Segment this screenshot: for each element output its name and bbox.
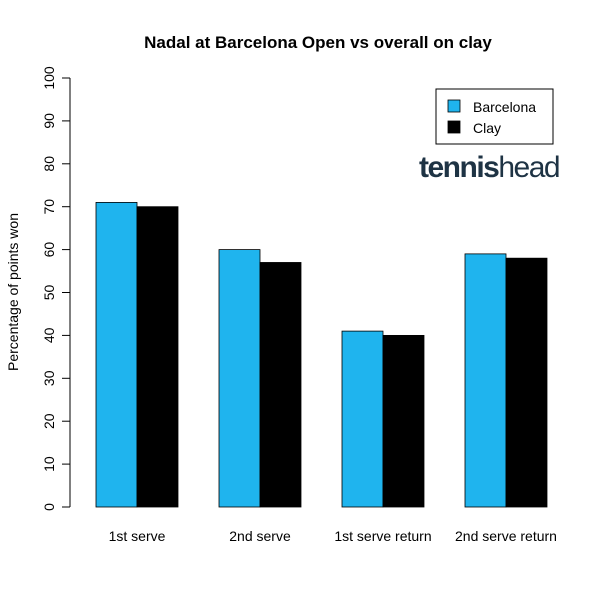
y-tick-label: 90 — [41, 113, 57, 129]
y-axis-label: Percentage of points won — [5, 213, 21, 371]
legend: Barcelona Clay — [435, 88, 554, 145]
y-tick-label: 100 — [41, 66, 57, 90]
x-category-label: 1st serve return — [334, 528, 431, 544]
logo-part-head: head — [498, 151, 559, 184]
legend-swatch-barcelona — [447, 99, 461, 113]
bar-clay-3 — [382, 334, 425, 508]
svg-text:tennishead: tennishead — [419, 151, 559, 184]
y-tick-label: 80 — [41, 156, 57, 172]
bar-clay-4 — [505, 257, 548, 508]
bar-barcelona-4 — [464, 253, 507, 508]
tennishead-logo: tennishead — [419, 151, 561, 184]
legend-label-clay: Clay — [473, 120, 501, 136]
category-labels: 1st serve 2nd serve 1st serve return 2nd se… — [109, 528, 557, 544]
legend-swatch-clay — [447, 120, 461, 134]
bar-barcelona-2 — [218, 249, 261, 508]
y-tick-label: 20 — [41, 413, 57, 429]
legend-label-barcelona: Barcelona — [473, 99, 536, 115]
y-tick-label: 60 — [41, 242, 57, 258]
y-tick-label: 70 — [41, 199, 57, 215]
chart-title: Nadal at Barcelona Open vs overall on cl… — [144, 33, 492, 52]
bar-barcelona-3 — [341, 330, 384, 508]
x-category-label: 1st serve — [109, 528, 166, 544]
y-tick-label: 10 — [41, 456, 57, 472]
bar-clay-2 — [259, 262, 302, 508]
x-category-label: 2nd serve — [229, 528, 291, 544]
bars — [95, 202, 548, 508]
legend-box — [435, 88, 554, 145]
bar-barcelona-1 — [95, 202, 138, 508]
y-tick-label: 0 — [41, 503, 57, 511]
y-axis: 0 10 20 30 40 50 60 70 80 90 100 — [41, 66, 71, 511]
logo-part-tennis: tennis — [419, 151, 499, 184]
bar-clay-1 — [136, 206, 179, 508]
y-tick-label: 50 — [41, 285, 57, 301]
y-tick-label: 30 — [41, 370, 57, 386]
y-tick-label: 40 — [41, 327, 57, 343]
x-category-label: 2nd serve return — [455, 528, 557, 544]
